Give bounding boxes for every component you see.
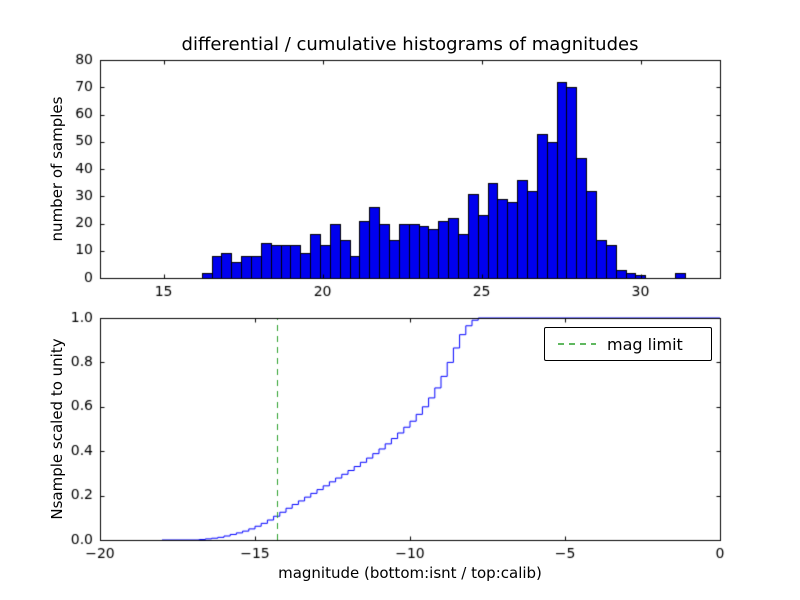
- bottom-xlabel: magnitude (bottom:isnt / top:calib): [278, 564, 542, 582]
- legend-dash-icon: [558, 343, 596, 345]
- legend-label: mag limit: [607, 334, 683, 354]
- bottom-ylabel: Nsample scaled to unity: [48, 338, 66, 520]
- legend: mag limit: [544, 327, 712, 361]
- chart-title: differential / cumulative histograms of …: [181, 34, 639, 55]
- top-ylabel: number of samples: [48, 96, 66, 242]
